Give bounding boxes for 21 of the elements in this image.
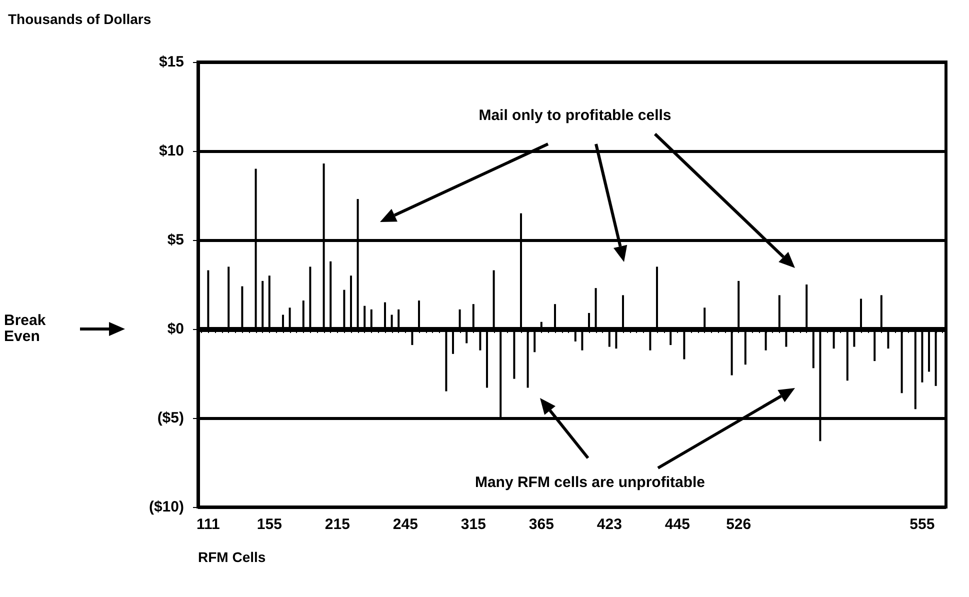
x-tick-label: 315: [460, 516, 486, 533]
y-tick-label: $0: [167, 320, 184, 338]
annotation: Many RFM cells are unprofitable: [474, 474, 706, 491]
x-tick-label: 245: [392, 516, 418, 533]
y-tick-label: $15: [158, 54, 184, 70]
y-tick-label: ($5): [157, 410, 184, 426]
x-tick-label: 423: [596, 516, 622, 533]
x-tick-label: 365: [528, 516, 554, 533]
y-tick-label: $10: [158, 142, 184, 160]
x-tick-label: 445: [664, 516, 690, 533]
ref-line-label: Break Even: [4, 312, 50, 345]
x-tick-label: 155: [256, 516, 282, 533]
x-tick-label: 526: [726, 516, 752, 533]
x-tick-label: 215: [324, 516, 350, 533]
y-axis-title: Thousands of Dollars: [8, 11, 152, 27]
x-axis-title: RFM Cells: [198, 549, 266, 565]
x-tick-label: 111: [196, 516, 220, 533]
annotation: Mail only to profitable cells: [478, 107, 672, 124]
y-tick-label: $5: [167, 232, 184, 248]
y-tick-label: ($10): [148, 498, 184, 516]
x-tick-label: 555: [910, 516, 935, 533]
